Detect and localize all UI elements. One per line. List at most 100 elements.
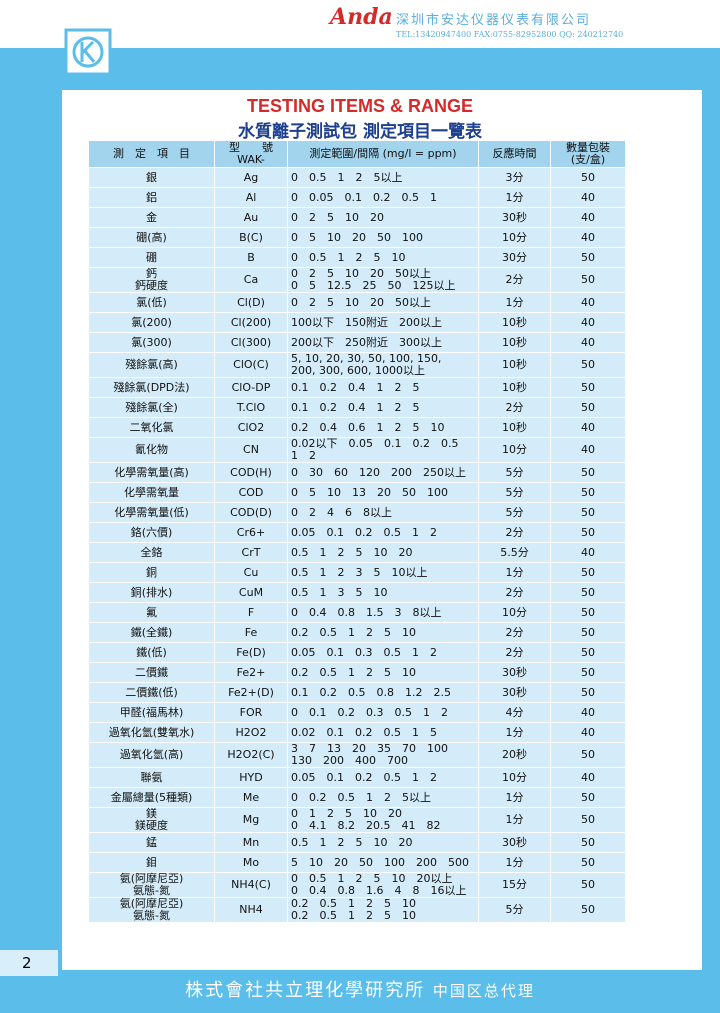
quantity: 50: [550, 247, 626, 268]
item-name: 鋁: [88, 187, 215, 208]
line: 0.5 1 3 5 10: [291, 585, 388, 599]
range: 0.1 0.2 0.4 1 2 5: [287, 377, 479, 398]
item-name: 鈣鈣硬度: [88, 267, 215, 293]
line: 0.5 1 2 5 10 20: [291, 835, 413, 849]
row: 金 Au 0 2 5 10 20 30秒 40: [88, 207, 626, 228]
column-header: 型 號 WAK-: [214, 140, 288, 168]
item-name: 氟: [88, 602, 215, 623]
row: 聯氨 HYD 0.05 0.1 0.2 0.5 1 2 10分 40: [88, 767, 626, 788]
item-name: 殘餘氯(高): [88, 352, 215, 378]
line: 鐵(全鐵): [130, 625, 173, 639]
line: 過氧化氫(高): [119, 748, 184, 761]
line: 0 2 5 10 20 50以上: [291, 295, 431, 309]
line: 鐵(低): [136, 645, 167, 659]
range: 0 0.2 0.5 1 2 5以上: [287, 787, 479, 808]
time: 10秒: [478, 332, 551, 353]
model: ClO-DP: [214, 377, 288, 398]
line: 0 0.5 1 2 5 10: [291, 250, 406, 264]
line: 氨態-氮: [133, 909, 170, 922]
line: 殘餘氯(高): [125, 358, 178, 371]
line: 5, 10, 20, 30, 50, 100, 150,: [291, 352, 442, 365]
range: 0.2 0.4 0.6 1 2 5 10: [287, 417, 479, 438]
line: 0 5 12.5 25 50 125以上: [291, 279, 456, 292]
model: COD(H): [214, 462, 288, 483]
item-name: 氰化物: [88, 437, 215, 463]
logo: [64, 28, 112, 76]
model: ClO2: [214, 417, 288, 438]
quantity: 40: [550, 702, 626, 723]
model: Fe2+(D): [214, 682, 288, 703]
line: 0.5 1 2 3 5 10以上: [291, 565, 428, 579]
line: 鈣硬度: [135, 279, 168, 292]
line: 鉻(六價): [130, 525, 173, 539]
item-name: 錳: [88, 832, 215, 853]
column-header: 測 定 項 目: [88, 140, 215, 168]
range: 0 0.4 0.8 1.5 3 8以上: [287, 602, 479, 623]
line: 聯氨: [140, 770, 163, 784]
row: 鈣鈣硬度 Ca 0 2 5 10 20 50以上 0 5 12.5 25 50 125…: [88, 267, 626, 293]
line: 全鉻: [140, 545, 163, 559]
line: 數量包裝: [566, 141, 610, 154]
table: 測 定 項 目型 號 WAK- 測定範圍/間隔 (mg/l = ppm) 反應時間 數量…: [88, 140, 626, 923]
row: 過氧化氫(雙氧水) H2O2 0.02 0.1 0.2 0.5 1 5 1分 40: [88, 722, 626, 743]
row: 殘餘氯(全) T.ClO 0.1 0.2 0.4 1 2 5 2分 50: [88, 397, 626, 418]
item-name: 銅: [88, 562, 215, 583]
range: 0.5 1 2 3 5 10以上: [287, 562, 479, 583]
quantity: 40: [550, 542, 626, 563]
range: 0.05 0.1 0.3 0.5 1 2: [287, 642, 479, 663]
range: 0 0.1 0.2 0.3 0.5 1 2: [287, 702, 479, 723]
time: 15分: [478, 872, 551, 898]
range: 0 0.5 1 2 5 10: [287, 247, 479, 268]
time: 10秒: [478, 352, 551, 378]
item-name: 鉬: [88, 852, 215, 873]
header-row: 測 定 項 目型 號 WAK- 測定範圍/間隔 (mg/l = ppm) 反應時間 數量…: [88, 140, 626, 168]
line: 0.1 0.2 0.5 0.8 1.2 2.5: [291, 685, 451, 699]
time: 10分: [478, 602, 551, 623]
quantity: 50: [550, 502, 626, 523]
range: 0 0.05 0.1 0.2 0.5 1: [287, 187, 479, 208]
quantity: 50: [550, 377, 626, 398]
range: 100以下 150附近 200以上: [287, 312, 479, 333]
line: 100以下 150附近 200以上: [291, 315, 442, 329]
range: 0 5 10 13 20 50 100: [287, 482, 479, 503]
time: 5分: [478, 462, 551, 483]
quantity: 50: [550, 522, 626, 543]
quantity: 50: [550, 787, 626, 808]
time: 2分: [478, 622, 551, 643]
time: 5.5分: [478, 542, 551, 563]
line: 0.05 0.1 0.2 0.5 1 2: [291, 770, 437, 784]
model: CrT: [214, 542, 288, 563]
line: 0.1 0.2 0.4 1 2 5: [291, 400, 420, 414]
item-name: 氨(阿摩尼亞) 氨態-氮: [88, 872, 215, 898]
model: HYD: [214, 767, 288, 788]
line: 錳: [146, 835, 157, 849]
line: 0.2 0.4 0.6 1 2 5 10: [291, 420, 445, 434]
company: 深圳市安达仪器仪表有限公司: [396, 13, 592, 28]
item-name: 化學需氧量(高): [88, 462, 215, 483]
line: 0 4.1 8.2 20.5 41 82: [291, 819, 441, 832]
row: 鐵(全鐵) Fe 0.2 0.5 1 2 5 10 2分 50: [88, 622, 626, 643]
model: F: [214, 602, 288, 623]
time: 5分: [478, 897, 551, 923]
line: 0.02以下 0.05 0.1 0.2 0.5 1 2: [291, 437, 470, 462]
item-name: 鉻(六價): [88, 522, 215, 543]
footer-agent: 中国区总代理: [432, 982, 535, 1000]
time: 1分: [478, 787, 551, 808]
quantity: 50: [550, 662, 626, 683]
line: 金: [146, 210, 157, 224]
row: 鎂鎂硬度 Mg 0 1 2 5 10 20 0 4.1 8.2 20.5 41 82 1…: [88, 807, 626, 833]
quantity: 40: [550, 722, 626, 743]
line: 200以下 250附近 300以上: [291, 335, 442, 349]
line: 氟: [146, 605, 157, 619]
line: 鎂硬度: [135, 819, 168, 832]
time: 4分: [478, 702, 551, 723]
row: 錳 Mn 0.5 1 2 5 10 20 30秒 50: [88, 832, 626, 853]
line: 氨(阿摩尼亞): [119, 872, 184, 885]
line: 殘餘氯(全): [125, 400, 178, 414]
model: ClO(C): [214, 352, 288, 378]
time: 30分: [478, 247, 551, 268]
line: 金屬總量(5種類): [110, 790, 193, 804]
item-name: 銀: [88, 167, 215, 188]
